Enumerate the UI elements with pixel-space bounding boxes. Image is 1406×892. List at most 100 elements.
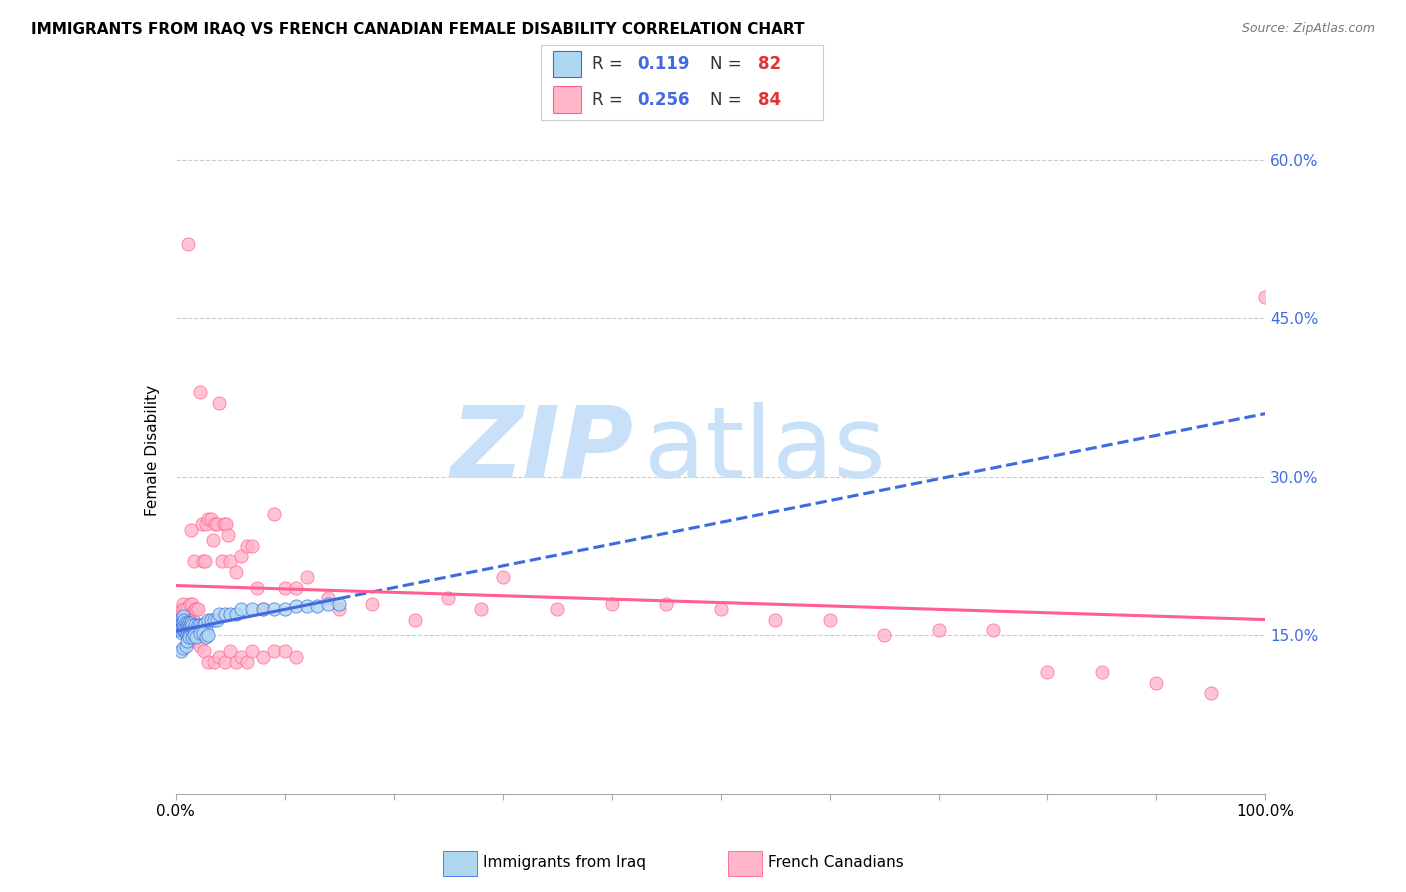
- Point: [167, 613, 190, 627]
- Point: [231, 649, 253, 664]
- Text: atlas: atlas: [644, 402, 886, 499]
- Point: [202, 613, 225, 627]
- Point: [211, 554, 233, 568]
- Point: [180, 615, 202, 630]
- Point: [360, 597, 382, 611]
- Point: [179, 617, 201, 632]
- Point: [197, 512, 219, 526]
- Point: [183, 628, 205, 642]
- Point: [284, 649, 307, 664]
- Point: [188, 639, 211, 653]
- Text: 84: 84: [758, 91, 780, 109]
- Point: [263, 644, 285, 658]
- Text: Source: ZipAtlas.com: Source: ZipAtlas.com: [1241, 22, 1375, 36]
- Point: [186, 602, 209, 616]
- Point: [470, 602, 492, 616]
- Point: [191, 617, 214, 632]
- Point: [200, 512, 222, 526]
- Point: [186, 631, 208, 645]
- Point: [184, 628, 207, 642]
- Point: [225, 565, 247, 579]
- Point: [235, 655, 257, 669]
- Point: [170, 607, 193, 622]
- Point: [174, 615, 197, 629]
- Point: [174, 620, 197, 634]
- Point: [190, 623, 212, 637]
- Point: [231, 549, 253, 563]
- Point: [173, 617, 195, 632]
- Point: [274, 644, 297, 658]
- Point: [195, 623, 218, 637]
- Point: [183, 554, 205, 568]
- Point: [166, 623, 188, 637]
- Point: [928, 623, 950, 637]
- Point: [176, 615, 198, 630]
- Point: [174, 613, 197, 627]
- Point: [274, 602, 297, 616]
- Point: [177, 613, 200, 627]
- Bar: [728, 851, 762, 876]
- Point: [184, 602, 207, 616]
- Point: [181, 623, 204, 637]
- Point: [184, 633, 207, 648]
- Point: [195, 517, 218, 532]
- Point: [201, 533, 224, 548]
- Point: [202, 655, 225, 669]
- Text: 0.119: 0.119: [637, 55, 689, 73]
- Point: [252, 602, 274, 616]
- Point: [219, 644, 242, 658]
- Point: [167, 623, 190, 637]
- Point: [167, 617, 190, 632]
- Point: [295, 599, 318, 613]
- Point: [170, 620, 193, 634]
- Point: [205, 613, 228, 627]
- Point: [981, 623, 1004, 637]
- Point: [179, 623, 201, 637]
- Point: [169, 609, 191, 624]
- Point: [181, 626, 204, 640]
- Point: [437, 591, 460, 606]
- Point: [177, 617, 200, 632]
- Point: [219, 607, 242, 622]
- Text: R =: R =: [592, 55, 628, 73]
- Point: [188, 626, 211, 640]
- Text: N =: N =: [710, 91, 747, 109]
- Point: [194, 554, 217, 568]
- Point: [172, 615, 194, 629]
- Point: [191, 554, 214, 568]
- Point: [188, 617, 211, 632]
- Point: [167, 613, 190, 627]
- Point: [179, 597, 201, 611]
- Point: [1091, 665, 1114, 680]
- Point: [231, 602, 253, 616]
- Point: [235, 539, 257, 553]
- Point: [284, 599, 307, 613]
- Point: [181, 613, 204, 627]
- Point: [263, 507, 285, 521]
- Text: IMMIGRANTS FROM IRAQ VS FRENCH CANADIAN FEMALE DISABILITY CORRELATION CHART: IMMIGRANTS FROM IRAQ VS FRENCH CANADIAN …: [31, 22, 804, 37]
- Point: [197, 613, 219, 627]
- Point: [215, 517, 238, 532]
- Text: Immigrants from Iraq: Immigrants from Iraq: [484, 855, 647, 870]
- Point: [172, 641, 194, 656]
- Point: [181, 597, 204, 611]
- Point: [204, 517, 226, 532]
- Point: [240, 644, 263, 658]
- Point: [492, 570, 515, 584]
- Point: [176, 633, 198, 648]
- Point: [172, 623, 194, 637]
- Point: [240, 602, 263, 616]
- Point: [169, 623, 191, 637]
- Point: [318, 591, 340, 606]
- Point: [197, 655, 219, 669]
- Point: [181, 631, 204, 645]
- Point: [186, 617, 209, 632]
- Point: [172, 620, 194, 634]
- Point: [174, 639, 197, 653]
- Point: [172, 617, 194, 632]
- Point: [184, 617, 207, 632]
- Point: [173, 602, 195, 616]
- Point: [214, 607, 236, 622]
- Point: [172, 626, 194, 640]
- Point: [181, 623, 204, 637]
